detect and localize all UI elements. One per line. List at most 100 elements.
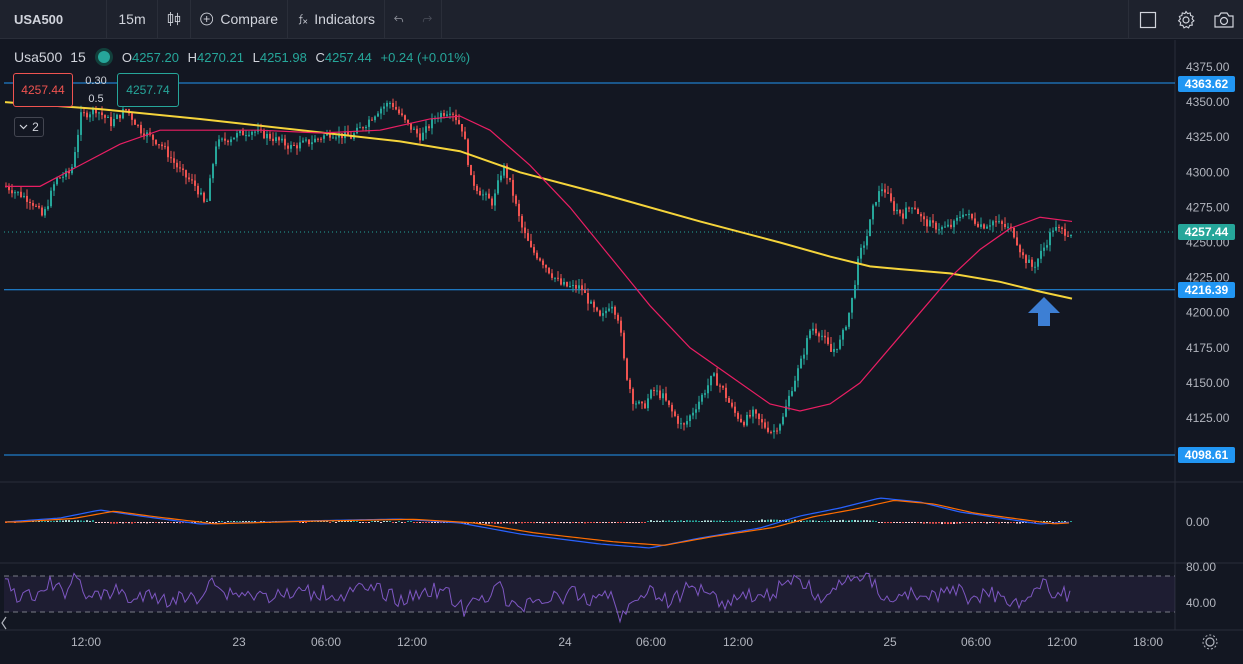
macd-histogram-bar bbox=[152, 522, 154, 523]
compare-button[interactable]: Compare bbox=[191, 0, 287, 39]
macd-histogram-bar bbox=[845, 520, 847, 522]
macd-histogram-bar bbox=[626, 522, 628, 523]
macd-histogram-bar bbox=[548, 522, 550, 524]
compare-label: Compare bbox=[220, 11, 278, 27]
indicators-label: Indicators bbox=[314, 11, 375, 27]
candle-body bbox=[455, 114, 457, 121]
macd-histogram-bar bbox=[779, 520, 781, 522]
snapshot-button[interactable] bbox=[1205, 0, 1243, 39]
macd-histogram-bar bbox=[116, 522, 118, 524]
candle-body bbox=[599, 310, 601, 316]
macd-histogram-bar bbox=[536, 522, 538, 523]
candle-body bbox=[1022, 252, 1024, 256]
macd-histogram-bar bbox=[485, 522, 487, 524]
macd-histogram-bar bbox=[515, 522, 517, 524]
macd-histogram-bar bbox=[113, 522, 115, 524]
macd-histogram-bar bbox=[704, 520, 706, 522]
macd-histogram-bar bbox=[557, 522, 559, 524]
candle-body bbox=[245, 135, 247, 137]
price-tag-mid-line-value: 4216.39 bbox=[1184, 283, 1229, 297]
candle-body bbox=[224, 138, 226, 141]
market-status-dot[interactable] bbox=[97, 51, 110, 63]
candle-body bbox=[1013, 227, 1015, 238]
macd-histogram-bar bbox=[599, 522, 601, 523]
macd-histogram-bar bbox=[371, 521, 373, 522]
candle-body bbox=[1028, 259, 1030, 264]
macd-histogram-bar bbox=[656, 520, 658, 522]
candle-body bbox=[161, 144, 163, 147]
macd-histogram-bar bbox=[851, 519, 853, 522]
indicators-button[interactable]: Indicators bbox=[288, 0, 384, 39]
candle-body bbox=[920, 214, 922, 217]
macd-histogram-bar bbox=[575, 522, 577, 523]
time-tick-label: 24 bbox=[558, 635, 572, 649]
price-chart-canvas[interactable]: 4375.004350.004325.004300.004275.004250.… bbox=[0, 40, 1243, 664]
macd-histogram-bar bbox=[752, 521, 754, 522]
macd-histogram-bar bbox=[80, 520, 82, 522]
macd-histogram-bar bbox=[944, 522, 946, 524]
candle-body bbox=[989, 225, 991, 227]
symbol-search-button[interactable]: USA500 bbox=[0, 0, 106, 39]
macd-histogram-bar bbox=[989, 522, 991, 523]
macd-histogram-bar bbox=[974, 522, 976, 523]
buy-button[interactable]: 4257.74 bbox=[117, 73, 179, 107]
macd-histogram-bar bbox=[1004, 522, 1006, 523]
redo-button[interactable] bbox=[413, 0, 441, 39]
candle-body bbox=[635, 403, 637, 405]
macd-histogram-bar bbox=[386, 521, 388, 522]
macd-histogram-bar bbox=[602, 522, 604, 523]
macd-histogram-bar bbox=[299, 522, 301, 523]
fullscreen-button[interactable] bbox=[1129, 0, 1167, 39]
macd-histogram-bar bbox=[941, 522, 943, 525]
candle-body bbox=[107, 117, 109, 119]
candle-body bbox=[422, 132, 424, 141]
candle-body bbox=[809, 330, 811, 339]
settings-button[interactable] bbox=[1167, 0, 1205, 39]
candle-body bbox=[719, 385, 721, 387]
candle-body bbox=[710, 375, 712, 386]
candle-body bbox=[491, 198, 493, 206]
macd-histogram-bar bbox=[92, 520, 94, 522]
time-tick-label: 06:00 bbox=[636, 635, 666, 649]
interval-button[interactable]: 15m bbox=[107, 0, 157, 39]
macd-histogram-bar bbox=[659, 521, 661, 522]
candle-body bbox=[140, 124, 142, 134]
macd-histogram-bar bbox=[227, 521, 229, 522]
macd-histogram-bar bbox=[923, 522, 925, 524]
candle-body bbox=[401, 113, 403, 116]
collapse-indicators-button[interactable]: 2 bbox=[14, 117, 44, 137]
candle-body bbox=[1055, 226, 1057, 231]
candle-body bbox=[683, 423, 685, 425]
candle-body bbox=[254, 131, 256, 133]
undo-button[interactable] bbox=[385, 0, 413, 39]
candle-body bbox=[302, 140, 304, 143]
rsi-lower-label: 40.00 bbox=[1186, 596, 1216, 610]
candle-body bbox=[155, 139, 157, 145]
candle-body bbox=[152, 134, 154, 140]
candle-body bbox=[482, 194, 484, 196]
macd-histogram-bar bbox=[863, 520, 865, 522]
macd-histogram-bar bbox=[1049, 521, 1051, 522]
candle-body bbox=[1037, 258, 1039, 267]
macd-histogram-bar bbox=[182, 522, 184, 524]
candle-body bbox=[1001, 221, 1003, 224]
candle-body bbox=[674, 411, 676, 417]
chart-type-button[interactable] bbox=[158, 0, 190, 39]
candle-body bbox=[662, 393, 664, 399]
candle-body bbox=[356, 127, 358, 134]
macd-histogram-bar bbox=[971, 522, 973, 524]
candle-body bbox=[485, 193, 487, 195]
candle-body bbox=[806, 338, 808, 355]
candle-body bbox=[827, 337, 829, 344]
candle-body bbox=[212, 164, 214, 179]
candle-body bbox=[1061, 227, 1063, 229]
candle-body bbox=[1004, 223, 1006, 228]
macd-histogram-bar bbox=[221, 521, 223, 522]
macd-histogram-bar bbox=[596, 522, 598, 523]
sell-button[interactable]: 4257.44 bbox=[13, 73, 73, 107]
candle-body bbox=[797, 368, 799, 381]
spread-display: 0.30 0.5 bbox=[78, 72, 114, 108]
chart-type-icon bbox=[167, 12, 181, 26]
candle-body bbox=[1040, 250, 1042, 259]
candle-body bbox=[44, 209, 46, 216]
